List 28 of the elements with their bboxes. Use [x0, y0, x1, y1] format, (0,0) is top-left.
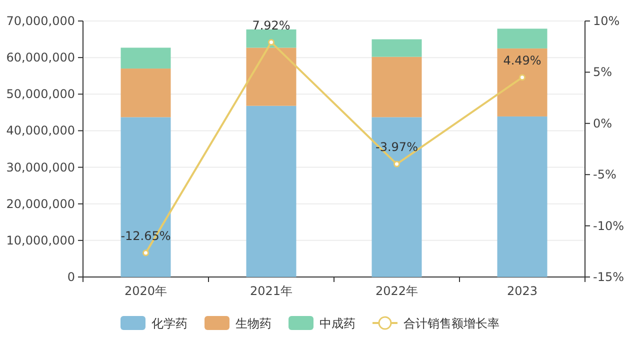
y2-tick-label: -5%: [593, 168, 616, 182]
y2-tick-label: -10%: [593, 218, 624, 233]
y-tick-label: 0: [67, 270, 75, 284]
legend-label: 合计销售额增长率: [404, 316, 500, 330]
legend-label: 生物药: [236, 316, 272, 330]
y2-tick-label: 10%: [593, 14, 620, 28]
x-tick-label: 2021年: [250, 284, 293, 298]
y-tick-label: 20,000,000: [6, 196, 75, 211]
data-label: 4.49%: [503, 53, 542, 68]
y-tick-label: 50,000,000: [6, 87, 75, 102]
point: [394, 160, 400, 168]
y2-tick-label: 0%: [593, 116, 612, 130]
y-tick-label: 60,000,000: [6, 50, 75, 65]
y-tick-label: 30,000,000: [6, 160, 75, 174]
point: [519, 74, 526, 81]
y-tick-label: 40,000,000: [6, 124, 75, 138]
x-tick-label: 2023: [506, 284, 538, 298]
y2-tick-label: 5%: [593, 65, 612, 80]
x-tick-label: 2022年: [375, 284, 418, 298]
data-label: 7.92%: [252, 18, 290, 32]
point: [142, 250, 149, 256]
legend-label: 中成药: [320, 316, 356, 330]
legend-label: 化学药: [152, 316, 188, 330]
y-tick-label: 70,000,000: [6, 14, 75, 28]
x-tick-label: 2020年: [124, 284, 168, 298]
y-tick-label: 10,000,000: [6, 233, 75, 248]
point: [268, 39, 274, 46]
y2-tick-label: -15%: [593, 270, 624, 284]
